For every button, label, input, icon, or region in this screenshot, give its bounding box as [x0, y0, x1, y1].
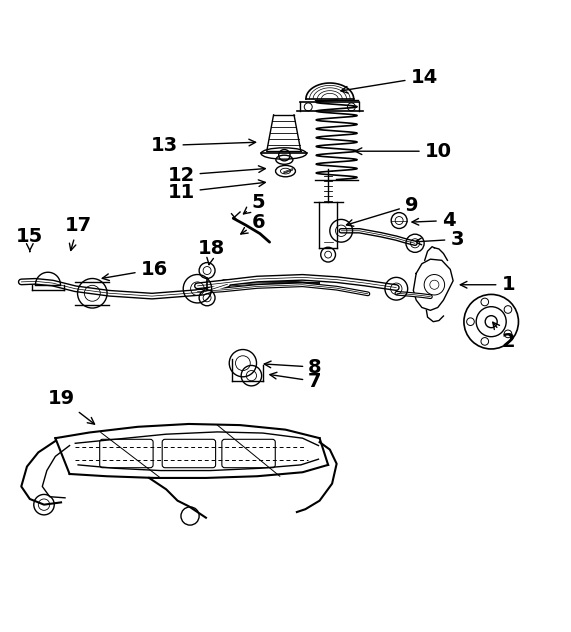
Text: 13: 13	[150, 136, 256, 155]
Text: 4: 4	[412, 211, 456, 230]
Text: 3: 3	[415, 230, 464, 249]
Text: 10: 10	[355, 142, 452, 161]
Text: 16: 16	[102, 260, 168, 281]
Text: 15: 15	[16, 227, 43, 252]
Text: 17: 17	[65, 216, 92, 250]
Text: 5: 5	[243, 193, 265, 214]
Text: 1: 1	[460, 276, 515, 295]
Text: 14: 14	[341, 68, 438, 93]
Text: 6: 6	[241, 213, 265, 234]
Text: 18: 18	[198, 240, 225, 265]
Text: 12: 12	[167, 166, 266, 185]
Text: 11: 11	[167, 180, 266, 202]
Text: 9: 9	[347, 196, 419, 226]
Text: 7: 7	[270, 372, 321, 391]
Text: 19: 19	[47, 389, 95, 424]
Text: 8: 8	[264, 358, 322, 377]
Text: 2: 2	[493, 322, 515, 351]
